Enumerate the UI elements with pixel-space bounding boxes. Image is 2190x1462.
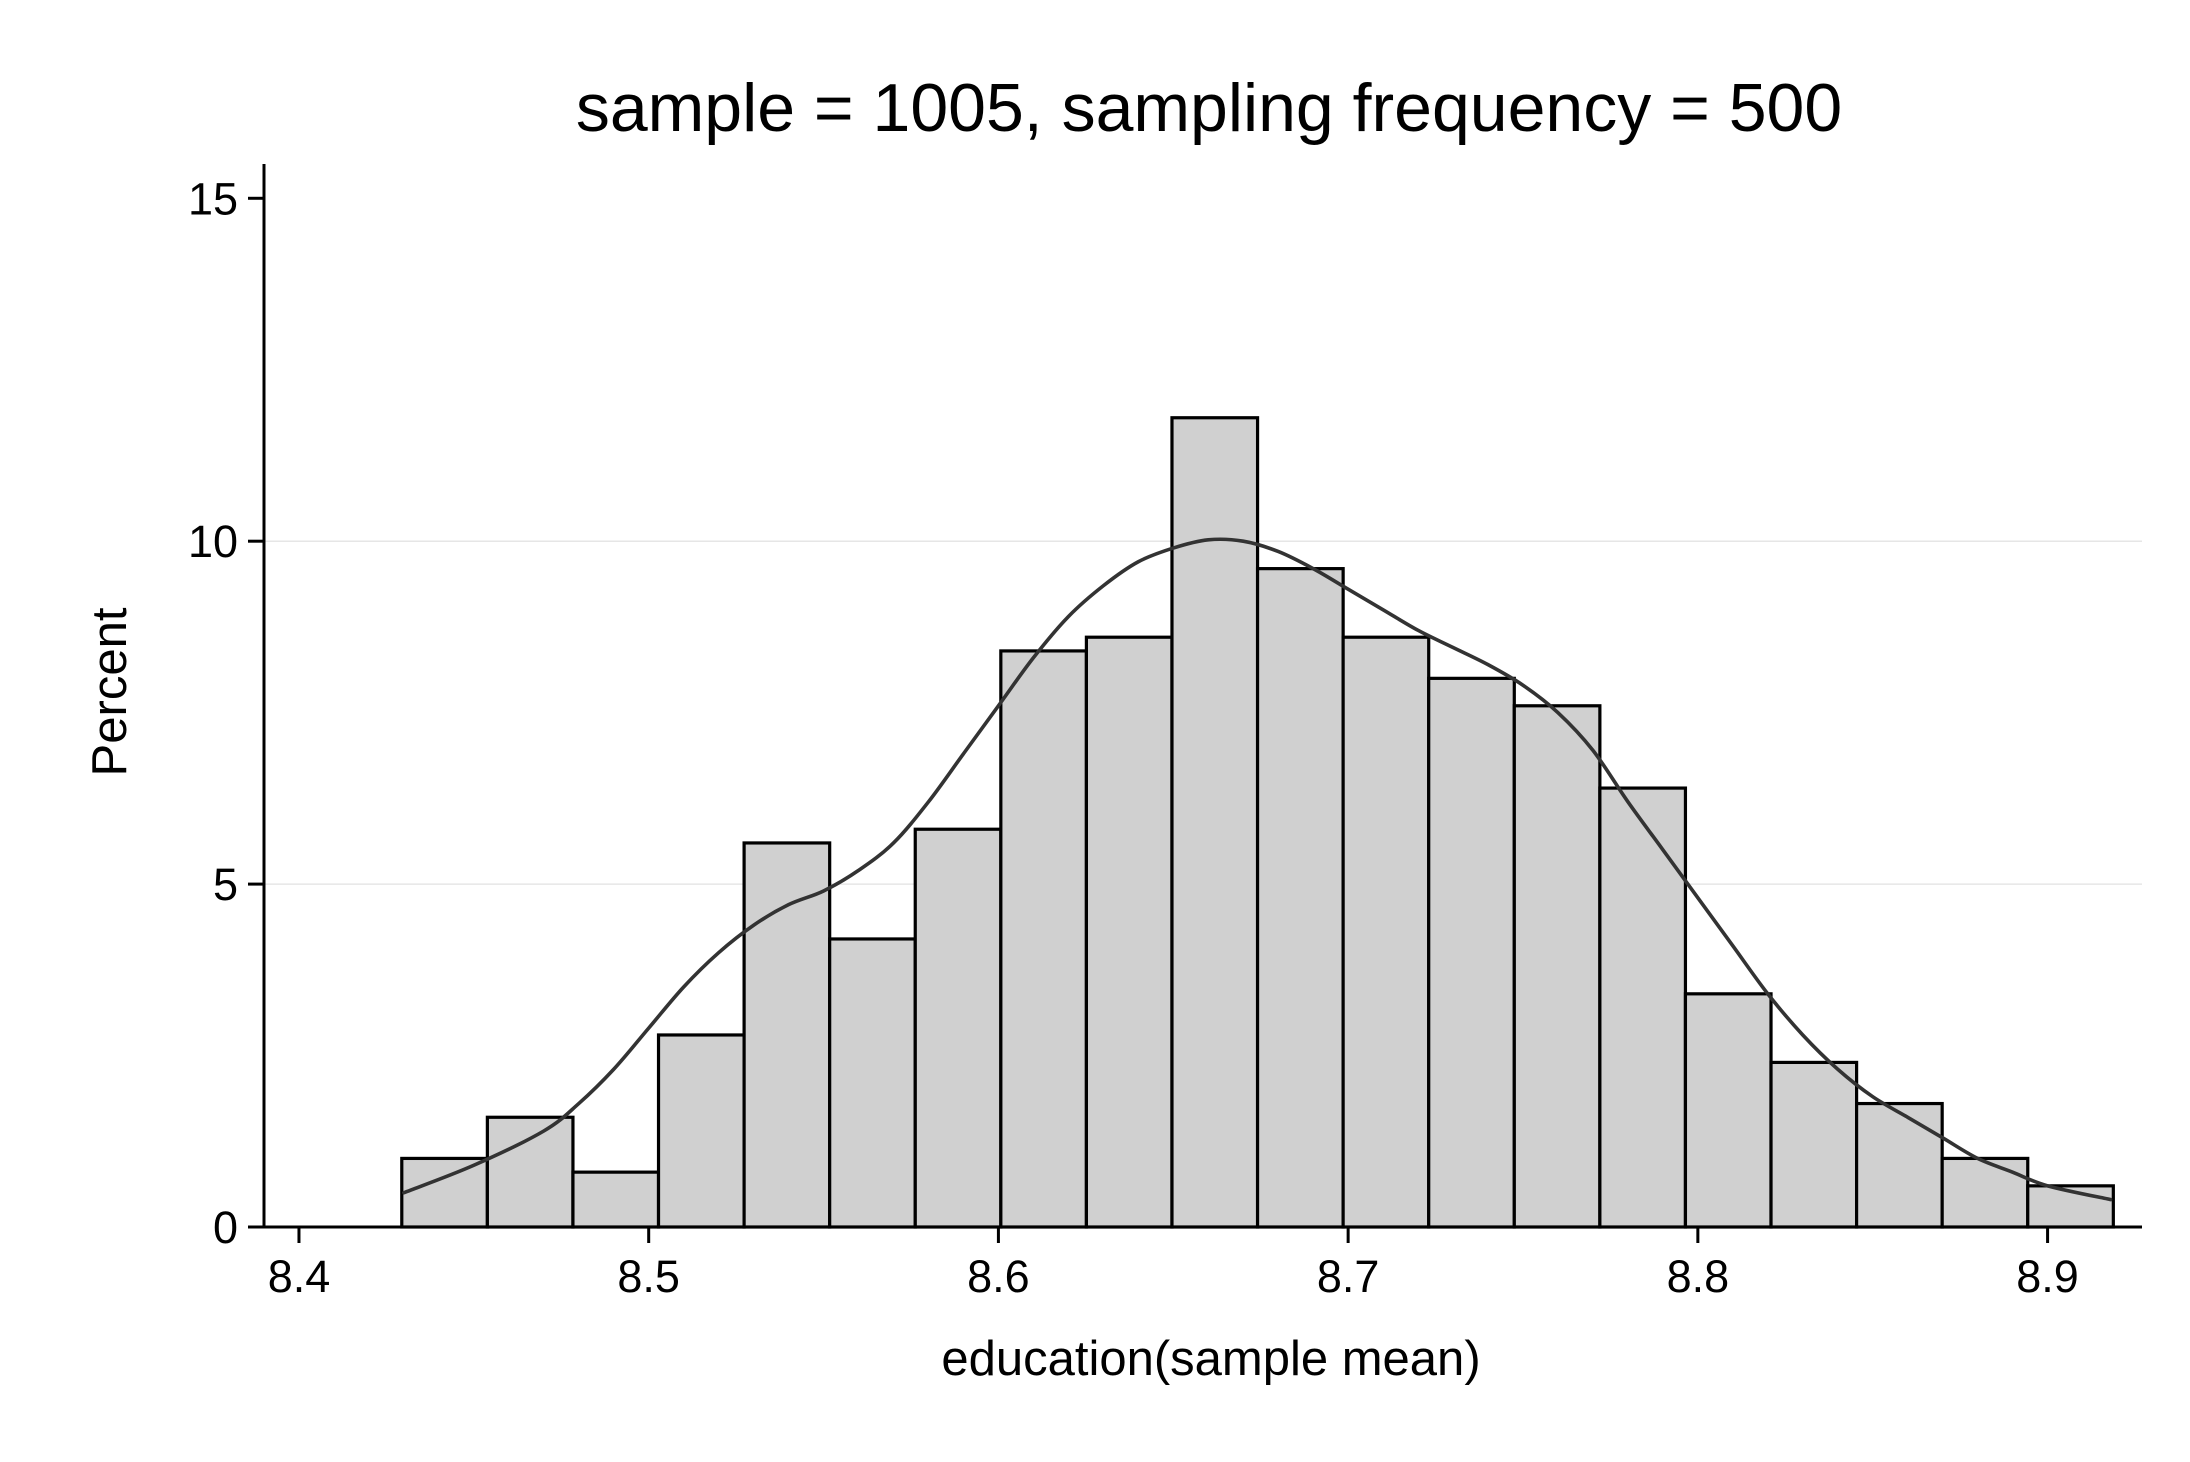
histogram-bar [1940,1156,2030,1229]
axis-ticks: 0 5 10 15 8.4 8.5 8.6 8.7 8.8 8.9 [188,173,2079,1302]
histogram-bar [999,649,1089,1229]
y-tick-label: 15 [188,173,238,224]
x-axis-label: education(sample mean) [941,1332,1480,1386]
histogram-bar [1512,704,1602,1229]
histogram-bar [1341,635,1431,1229]
histogram-bar [485,1115,575,1229]
histogram-bar [656,1033,746,1229]
histogram-bar [1683,992,1773,1229]
histogram-bar [828,937,917,1229]
histogram-bar [742,841,832,1229]
chart-title: sample = 1005, sampling frequency = 500 [576,70,1842,146]
x-tick-label: 8.7 [1317,1251,1380,1302]
axes [262,164,2142,1229]
x-tick-label: 8.8 [1667,1251,1730,1302]
histogram-bar [571,1170,661,1229]
y-tick-label: 5 [213,859,238,910]
histogram-bars [400,416,2115,1229]
histogram-bar [1084,635,1174,1229]
histogram-bar [1255,567,1345,1229]
histogram-bar [1427,676,1516,1229]
histogram-bar [913,827,1003,1229]
histogram-bar [1598,786,1688,1229]
histogram-bar [1769,1060,1859,1229]
histogram-bar [400,1156,489,1229]
density-curve [402,537,2113,1202]
x-tick-label: 8.5 [617,1251,680,1302]
y-axis-label: Percent [83,607,137,776]
histogram-bar [1854,1101,1944,1229]
y-tick-label: 0 [213,1202,238,1253]
x-tick-label: 8.9 [2016,1251,2079,1302]
x-tick-label: 8.6 [967,1251,1030,1302]
histogram-bar [2026,1184,2115,1229]
histogram-bar [1170,416,1260,1229]
x-tick-label: 8.4 [268,1251,331,1302]
y-tick-label: 10 [188,516,238,567]
